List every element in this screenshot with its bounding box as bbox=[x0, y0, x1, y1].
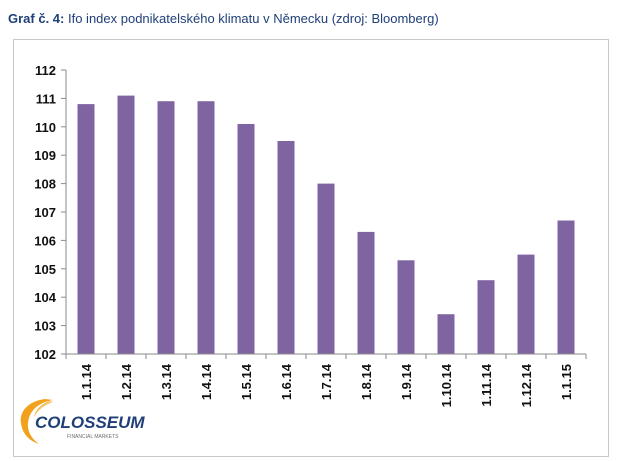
y-tick-label: 112 bbox=[35, 63, 56, 78]
x-axis-ticks: 1.1.14 1.2.14 1.3.14 1.4.14 1.5.14 1.6.14 1.7.… bbox=[65, 354, 587, 407]
x-tick-label: 1.6.14 bbox=[279, 363, 294, 400]
chart-title: Graf č. 4: Ifo index podnikatelského kli… bbox=[8, 11, 439, 26]
bar-1.11.14 bbox=[477, 280, 495, 354]
x-tick-label: 1.7.14 bbox=[319, 363, 334, 400]
logo-tagline: FINANCIAL MARKETS bbox=[67, 434, 119, 440]
x-tick-label: 1.12.14 bbox=[519, 363, 534, 407]
bar-1.2.14 bbox=[117, 95, 135, 354]
bar-1.12.14 bbox=[517, 254, 535, 354]
y-tick-label: 104 bbox=[34, 290, 56, 305]
y-tick-label: 102 bbox=[34, 347, 56, 362]
y-axis-ticks: 102 103 104 105 106 107 108 109 110 111 112 bbox=[34, 63, 66, 362]
chart-title-prefix: Graf č. 4: bbox=[8, 11, 65, 26]
x-tick-label: 1.3.14 bbox=[159, 363, 174, 400]
bar-1.1.14 bbox=[77, 104, 95, 354]
chart-frame bbox=[13, 39, 609, 457]
x-tick-label: 1.11.14 bbox=[479, 363, 494, 406]
logo-swoosh-icon bbox=[20, 399, 54, 444]
x-tick-label: 1.9.14 bbox=[399, 363, 414, 400]
x-tick-label: 1.2.14 bbox=[119, 363, 134, 400]
x-tick-label: 1.1.14 bbox=[79, 363, 94, 400]
y-tick-label: 111 bbox=[36, 91, 56, 106]
y-tick-label: 109 bbox=[34, 148, 56, 163]
bar-1.8.14 bbox=[357, 231, 375, 354]
bar-1.10.14 bbox=[437, 314, 455, 354]
logo-swoosh-accent-icon bbox=[34, 401, 53, 417]
y-tick-label: 110 bbox=[35, 120, 56, 135]
bars bbox=[77, 95, 575, 354]
bar-1.5.14 bbox=[237, 124, 255, 354]
y-tick-label: 107 bbox=[34, 205, 56, 220]
chart-title-text: Ifo index podnikatelského klimatu v Něme… bbox=[67, 11, 439, 26]
x-tick-label: 1.8.14 bbox=[359, 363, 374, 400]
bar-1.6.14 bbox=[277, 141, 295, 354]
bar-1.3.14 bbox=[157, 101, 175, 354]
bar-1.9.14 bbox=[397, 260, 415, 354]
bar-1.1.15 bbox=[557, 220, 575, 354]
x-tick-label: 1.5.14 bbox=[239, 363, 254, 400]
colosseum-logo: COLOSSEUM FINANCIAL MARKETS bbox=[20, 399, 145, 444]
logo-name: COLOSSEUM bbox=[35, 413, 145, 432]
x-tick-label: 1.1.15 bbox=[559, 364, 574, 400]
x-tick-label: 1.10.14 bbox=[439, 363, 454, 407]
x-tick-label: 1.4.14 bbox=[199, 363, 214, 400]
y-tick-label: 108 bbox=[34, 177, 56, 192]
bar-1.7.14 bbox=[317, 183, 335, 354]
y-tick-label: 105 bbox=[34, 262, 56, 277]
y-tick-label: 103 bbox=[34, 319, 56, 334]
y-tick-label: 106 bbox=[34, 233, 56, 248]
bar-1.4.14 bbox=[197, 101, 215, 354]
